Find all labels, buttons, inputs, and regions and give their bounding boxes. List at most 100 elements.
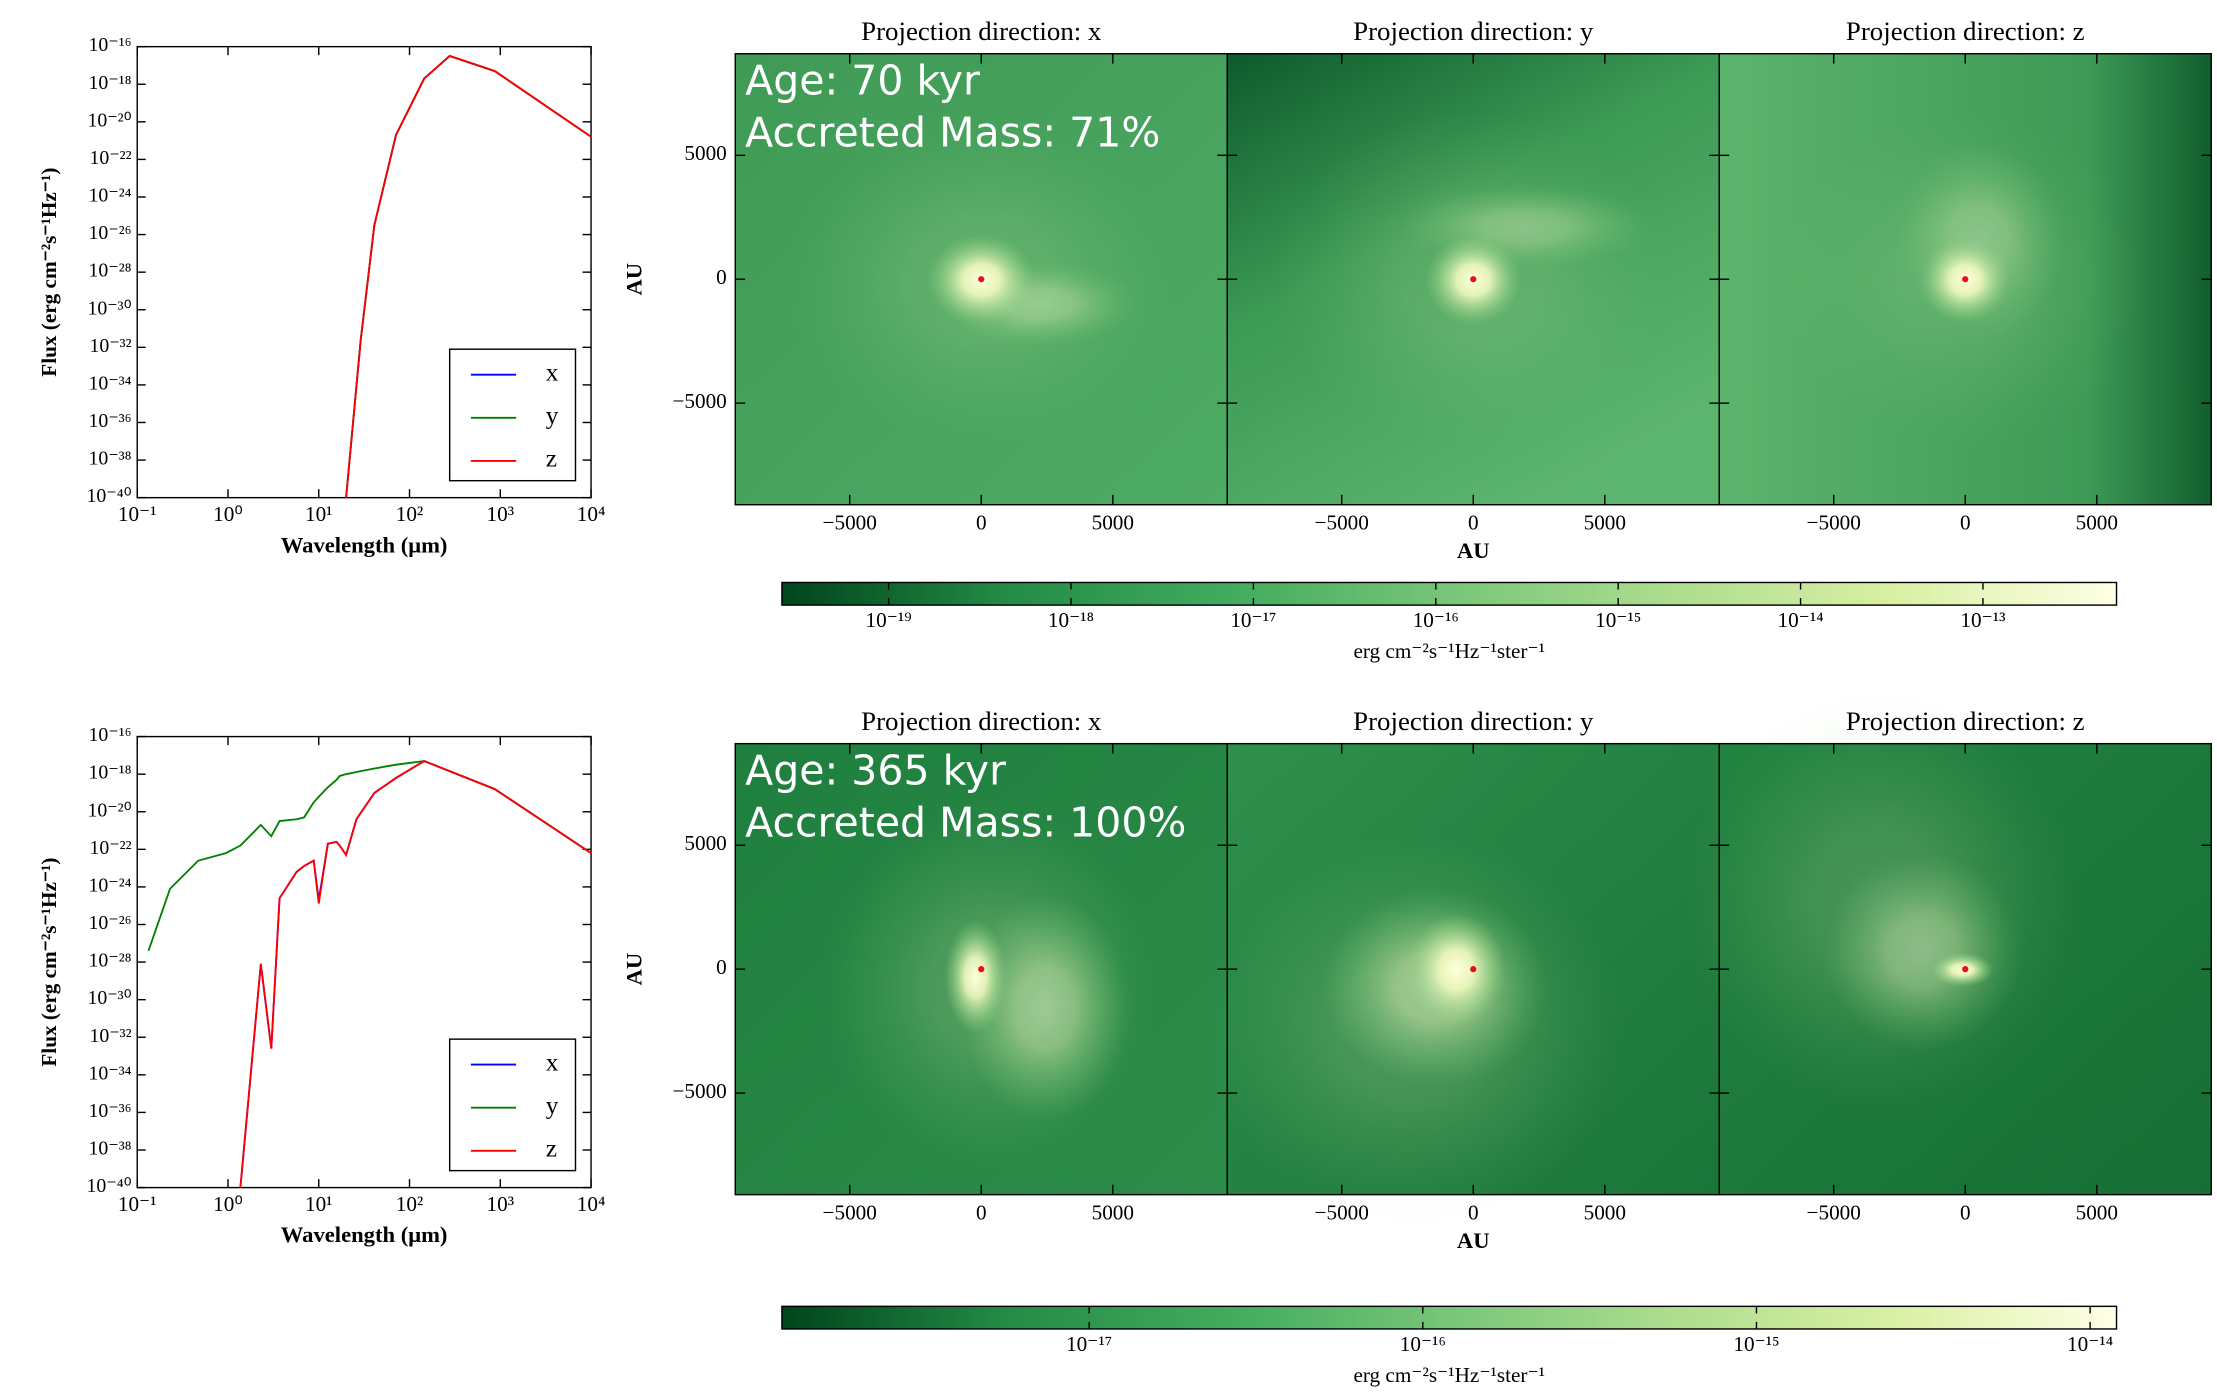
panel-title: Projection direction: y	[1353, 16, 1594, 46]
x-tick-label: 10³	[487, 1192, 515, 1216]
y-tick-label: 10⁻²⁸	[89, 260, 132, 282]
colorbar-tick-label: 10⁻¹³	[1960, 608, 2005, 632]
series-line	[239, 760, 592, 1188]
panel-title: Projection direction: z	[1846, 706, 2085, 736]
x-tick-label: −5000	[823, 1200, 877, 1224]
y-tick-label: 10⁻²⁶	[89, 912, 132, 934]
colorbar-tick-label: 10⁻¹⁶	[1413, 608, 1459, 632]
colorbar	[781, 1305, 2118, 1330]
colorbar-tick-label: 10⁻¹⁵	[1595, 608, 1641, 632]
emission-region	[1823, 852, 2022, 1051]
x-tick-label: 10¹	[305, 1192, 333, 1216]
x-tick-label: −5000	[1807, 1200, 1861, 1224]
source-marker	[1470, 966, 1477, 973]
x-tick-label: 10³	[487, 502, 515, 526]
x-axis-label: AU	[1457, 1228, 1490, 1253]
y-tick-label: 10⁻³⁰	[87, 297, 131, 319]
y-tick-label: 10⁻²⁶	[89, 222, 132, 244]
x-tick-label: 10⁴	[577, 502, 606, 526]
x-tick-label: 10⁰	[213, 1192, 243, 1216]
y-tick-label: 5000	[684, 831, 726, 855]
source-marker	[1470, 276, 1477, 283]
x-axis-label: Wavelength (μm)	[281, 532, 448, 557]
series-line	[345, 54, 592, 498]
y-tick-label: 10⁻³⁰	[87, 987, 131, 1009]
y-tick-label: 10⁻²⁰	[87, 799, 131, 821]
y-tick-label: 10⁻³⁶	[89, 1100, 132, 1122]
colorbar-tick-label: 10⁻¹⁸	[1048, 608, 1094, 632]
legend-label: y	[546, 401, 559, 430]
colorbar-tick-label: 10⁻¹⁵	[1733, 1332, 1779, 1356]
series-line	[147, 760, 592, 952]
y-tick-label: 10⁻²⁰	[87, 109, 131, 131]
y-tick-label: 10⁻³⁸	[89, 448, 132, 470]
y-axis-label: AU	[621, 263, 646, 296]
x-tick-label: 0	[1468, 1200, 1479, 1224]
emission-region	[944, 920, 1007, 1034]
annotation: Accreted Mass: 100%	[745, 799, 1186, 847]
emission-region	[1406, 913, 1506, 1027]
annotation: Accreted Mass: 71%	[745, 109, 1160, 157]
x-tick-label: 5000	[1092, 510, 1134, 534]
x-tick-label: 0	[1960, 510, 1971, 534]
x-tick-label: −5000	[1807, 510, 1861, 534]
y-axis-label: AU	[621, 953, 646, 986]
x-tick-label: 5000	[1584, 510, 1626, 534]
y-tick-label: 10⁻²⁴	[89, 874, 132, 896]
x-tick-label: 0	[976, 510, 987, 534]
y-tick-label: 10⁻²⁴	[89, 185, 132, 207]
x-tick-label: 10²	[396, 1192, 424, 1216]
legend	[448, 348, 577, 482]
panel-title: Projection direction: x	[861, 706, 1102, 736]
colorbar-tick-label: 10⁻¹⁶	[1400, 1332, 1446, 1356]
x-tick-label: 5000	[1584, 1200, 1626, 1224]
legend-label: z	[546, 444, 557, 473]
y-axis-label: Flux (erg cm⁻²s⁻¹Hz⁻¹)	[37, 168, 61, 377]
colorbar-tick-label: 10⁻¹⁷	[1230, 608, 1276, 632]
x-axis-label: Wavelength (μm)	[281, 1222, 448, 1247]
x-tick-label: −5000	[1315, 1200, 1369, 1224]
x-tick-label: 10⁴	[577, 1192, 606, 1216]
colorbar-tick-label: 10⁻¹⁷	[1066, 1332, 1112, 1356]
x-axis-label: AU	[1457, 538, 1490, 563]
y-tick-label: 10⁻¹⁸	[89, 762, 132, 784]
legend-label: z	[546, 1134, 557, 1163]
y-tick-label: 10⁻⁴⁰	[87, 1175, 132, 1197]
colorbar-tick-label: 10⁻¹⁴	[1778, 608, 1824, 632]
x-tick-label: 5000	[1092, 1200, 1134, 1224]
x-tick-label: 10⁻¹	[118, 1192, 157, 1216]
y-tick-label: 10⁻³²	[89, 335, 131, 357]
x-tick-label: 5000	[2076, 510, 2118, 534]
y-tick-label: 10⁻³⁸	[89, 1138, 132, 1160]
colorbar-label: erg cm⁻²s⁻¹Hz⁻¹ster⁻¹	[1353, 639, 1545, 663]
x-tick-label: 10²	[396, 502, 424, 526]
legend-label: y	[546, 1091, 559, 1120]
annotation: Age: 70 kyr	[745, 56, 980, 104]
panel-title: Projection direction: y	[1353, 706, 1594, 736]
legend	[448, 1038, 577, 1172]
y-tick-label: 10⁻³²	[89, 1025, 131, 1047]
source-marker	[1962, 966, 1969, 973]
annotation: Age: 365 kyr	[745, 746, 1006, 794]
colorbar-tick-label: 10⁻¹⁴	[2067, 1332, 2113, 1356]
x-tick-label: 5000	[2076, 1200, 2118, 1224]
colorbar	[781, 581, 2118, 606]
y-tick-label: 10⁻¹⁶	[89, 724, 132, 746]
source-marker	[1962, 276, 1969, 283]
y-tick-label: 10⁻³⁶	[89, 410, 132, 432]
y-tick-label: 10⁻³⁴	[89, 1062, 132, 1084]
y-tick-label: 10⁻⁴⁰	[87, 485, 132, 507]
y-tick-label: −5000	[672, 389, 726, 413]
legend-label: x	[546, 1047, 559, 1076]
x-tick-label: −5000	[1315, 510, 1369, 534]
y-axis-label: Flux (erg cm⁻²s⁻¹Hz⁻¹)	[37, 858, 61, 1067]
y-tick-label: 10⁻¹⁸	[89, 72, 132, 94]
x-tick-label: 0	[1960, 1200, 1971, 1224]
x-tick-label: 0	[976, 1200, 987, 1224]
panel-title: Projection direction: z	[1846, 16, 2085, 46]
colorbar-label: erg cm⁻²s⁻¹Hz⁻¹ster⁻¹	[1353, 1363, 1545, 1387]
source-marker	[978, 276, 985, 283]
y-tick-label: 10⁻³⁴	[89, 372, 132, 394]
x-tick-label: 10⁰	[213, 502, 243, 526]
